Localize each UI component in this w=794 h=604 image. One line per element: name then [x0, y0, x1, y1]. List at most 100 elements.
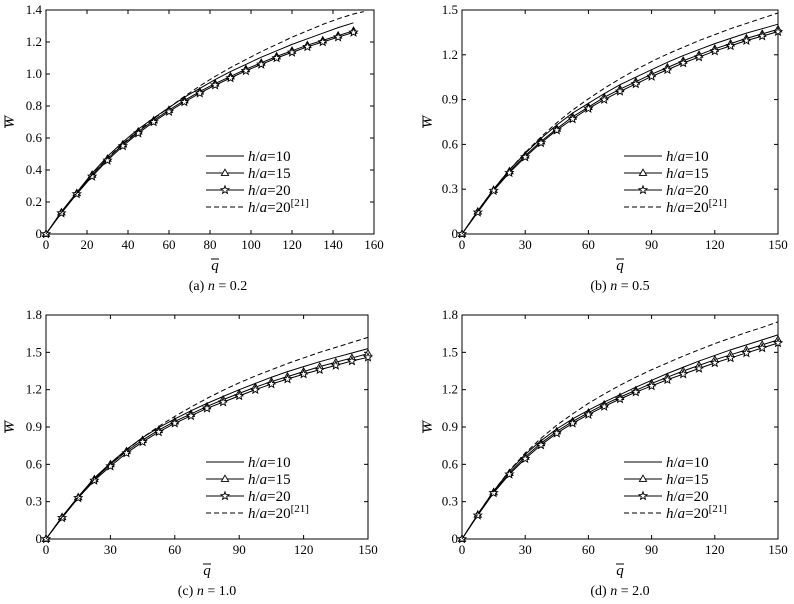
data-point-star — [504, 167, 515, 178]
data-point-star — [709, 45, 720, 56]
data-point-star — [741, 35, 752, 46]
data-point-star — [105, 460, 116, 471]
x-tick-label: 30 — [519, 542, 532, 557]
data-point-star — [346, 355, 358, 366]
x-tick-label: 60 — [582, 237, 595, 252]
data-point-star — [504, 468, 515, 479]
x-axis-label: q — [616, 258, 624, 274]
data-point-star — [185, 410, 197, 421]
legend-marker-triangle — [220, 168, 230, 176]
series-line-3 — [461, 321, 779, 540]
chart-panel-d: 0 30 60 90 120 15000.30.60.91.21.51.8h/a=10h/… — [420, 307, 788, 599]
panel-caption: (a) n = 0.2 — [189, 279, 247, 294]
data-point-star — [282, 373, 293, 384]
legend-label: h/a=20[21] — [666, 197, 727, 216]
chart-panel-c: 0 30 60 90 120 15000.30.60.91.21.51.8h/a=10h/… — [2, 307, 378, 599]
y-tick-label: 0.3 — [442, 181, 458, 196]
data-point-star — [583, 103, 594, 113]
plot-frame — [45, 314, 369, 540]
legend-label: h/a=10 — [248, 149, 291, 165]
series-line-1 — [461, 28, 779, 235]
plot-frame — [461, 314, 779, 540]
data-point-star — [302, 41, 313, 52]
y-axis-label: W — [420, 114, 436, 128]
x-axis-label: q — [211, 258, 219, 274]
x-tick-label: 120 — [282, 237, 302, 252]
legend-marker-triangle — [638, 474, 648, 482]
data-point-star — [520, 453, 531, 464]
y-tick-label: 1.4 — [26, 2, 43, 17]
data-point-star — [567, 417, 578, 428]
panel-caption: (c) n = 1.0 — [178, 584, 236, 599]
y-tick-label: 1.5 — [26, 344, 42, 359]
data-point-star — [217, 396, 229, 407]
data-point-star — [662, 64, 673, 75]
legend-label: h/a=15 — [248, 166, 291, 182]
data-point-star — [551, 427, 562, 438]
x-tick-label: 20 — [81, 237, 94, 252]
legend-label: h/a=10 — [666, 149, 709, 165]
data-point-star — [314, 364, 325, 375]
data-point-star — [194, 87, 205, 98]
x-tick-label: 150 — [358, 542, 378, 557]
series-line-1 — [461, 339, 779, 540]
x-tick-label: 90 — [645, 542, 658, 557]
chart-panel-b: 0 30 60 90 120 150 0 0.3 0.6 0.9 1.2 1.5 h/a=10h/a=1… — [420, 2, 788, 294]
data-point-star — [678, 368, 689, 379]
x-tick-label: 100 — [241, 237, 261, 252]
data-point-star — [757, 30, 768, 41]
data-point-star — [583, 409, 594, 419]
data-point-star — [86, 170, 98, 181]
x-tick-label: 0 — [43, 237, 50, 252]
data-point-star — [772, 337, 784, 348]
x-tick-label: 60 — [168, 542, 181, 557]
x-tick-label: 120 — [705, 237, 725, 252]
y-tick-label: 1.2 — [442, 382, 458, 397]
data-point-star — [488, 487, 499, 498]
series-line-2 — [461, 342, 779, 540]
y-tick-label: 1.8 — [442, 307, 458, 322]
data-point-star — [117, 140, 129, 151]
series-line-0 — [45, 348, 369, 540]
data-point-star — [472, 206, 483, 217]
y-tick-label: 0.3 — [26, 494, 42, 509]
y-tick-label: 1.8 — [26, 307, 42, 322]
data-point-star — [551, 124, 562, 135]
y-tick-label: 0.6 — [442, 456, 459, 471]
legend-marker-star — [219, 490, 231, 501]
y-tick-label: 0 — [36, 531, 43, 546]
data-point-star — [266, 378, 277, 389]
legend-marker-star — [637, 490, 649, 501]
data-point-star — [567, 113, 578, 124]
y-axis-label: W — [2, 419, 18, 433]
legend-label: h/a=20[21] — [248, 503, 309, 522]
y-tick-label: 0 — [452, 226, 459, 241]
series-line-2 — [461, 31, 779, 235]
data-point-star — [133, 127, 144, 138]
series-line-3 — [45, 336, 369, 540]
y-tick-label: 0.6 — [26, 456, 43, 471]
data-point-star — [179, 96, 190, 107]
data-point-star — [646, 380, 657, 391]
x-tick-label: 120 — [705, 542, 725, 557]
y-tick-label: 1.5 — [442, 344, 458, 359]
data-point-star — [169, 417, 180, 428]
y-tick-label: 0.3 — [442, 494, 458, 509]
panel-caption: (b) n = 0.5 — [590, 279, 649, 294]
plot-frame — [461, 9, 779, 235]
data-point-star — [599, 401, 610, 411]
data-point-star — [693, 363, 705, 373]
y-axis-label: W — [2, 114, 18, 128]
data-point-star — [535, 439, 547, 450]
data-point-star — [741, 347, 752, 358]
data-point-star — [757, 342, 768, 353]
y-tick-label: 1.0 — [26, 66, 42, 81]
y-tick-label: 0.6 — [442, 136, 459, 151]
data-point-star — [630, 386, 641, 397]
legend-label: h/a=20[21] — [666, 503, 727, 522]
data-point-star — [234, 390, 245, 401]
data-point-star — [250, 384, 261, 395]
data-point-star — [662, 374, 673, 385]
y-tick-label: 1.2 — [26, 382, 42, 397]
